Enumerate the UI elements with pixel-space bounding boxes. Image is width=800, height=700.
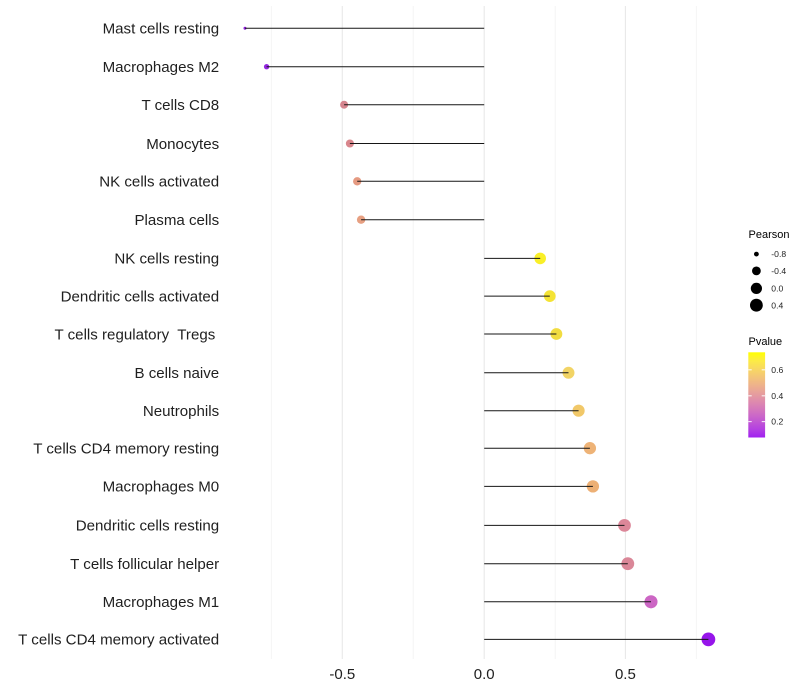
svg-text:Neutrophils: Neutrophils	[143, 403, 219, 420]
svg-text:Macrophages M2: Macrophages M2	[103, 59, 220, 76]
svg-text:-0.8: -0.8	[771, 249, 786, 259]
svg-text:T cells CD4 memory resting: T cells CD4 memory resting	[33, 441, 219, 458]
svg-text:0.5: 0.5	[615, 666, 636, 683]
svg-text:NK cells activated: NK cells activated	[99, 174, 219, 191]
svg-text:B cells naive: B cells naive	[134, 365, 219, 382]
svg-text:Pearson: Pearson	[749, 229, 790, 241]
svg-text:0.4: 0.4	[771, 300, 783, 310]
svg-text:0.4: 0.4	[771, 391, 783, 401]
svg-text:T cells follicular helper: T cells follicular helper	[70, 556, 219, 573]
svg-text:Mast cells resting: Mast cells resting	[103, 21, 220, 38]
svg-text:Dendritic cells activated: Dendritic cells activated	[61, 288, 220, 305]
svg-text:-0.4: -0.4	[771, 266, 786, 276]
svg-text:0.2: 0.2	[771, 417, 783, 427]
svg-text:Plasma cells: Plasma cells	[134, 212, 219, 229]
svg-text:NK cells resting: NK cells resting	[114, 251, 219, 268]
svg-text:0.0: 0.0	[474, 666, 495, 683]
svg-text:T cells regulatory Tregs: T cells regulatory Tregs	[55, 326, 216, 343]
svg-text:Macrophages M0: Macrophages M0	[103, 479, 220, 496]
svg-text:Monocytes: Monocytes	[146, 136, 219, 153]
svg-text:0.0: 0.0	[771, 284, 783, 294]
svg-text:Pvalue: Pvalue	[749, 336, 783, 348]
svg-text:T cells CD4 memory activated: T cells CD4 memory activated	[18, 632, 219, 649]
svg-text:Macrophages M1: Macrophages M1	[103, 594, 220, 611]
svg-text:0.6: 0.6	[771, 365, 783, 375]
svg-text:T cells CD8: T cells CD8	[141, 97, 219, 114]
svg-text:-0.5: -0.5	[329, 666, 355, 683]
svg-text:Dendritic cells resting: Dendritic cells resting	[76, 518, 219, 535]
